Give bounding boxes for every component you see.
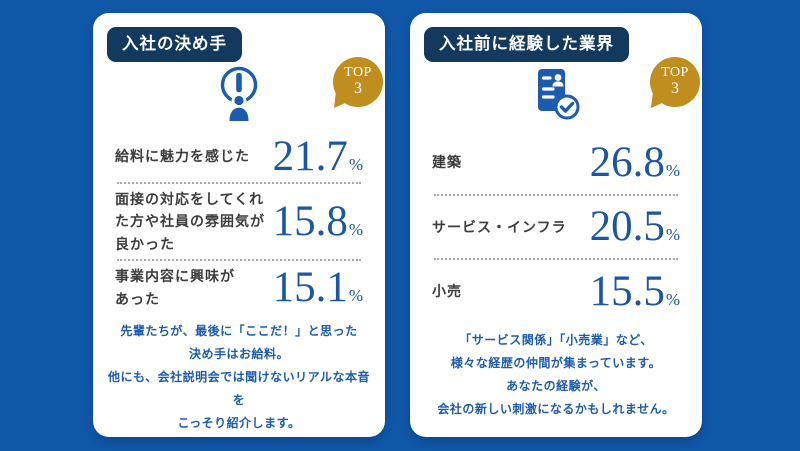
percent-sign: % (348, 286, 363, 306)
stat-rows: 給料に魅力を感じた 21.7% 面接の対応をしてくれ た方や社員の雰囲気が 良か… (93, 129, 385, 314)
stat-value: 15.1% (272, 264, 363, 312)
card-prior-industries: 入社前に経験した業界 TOP 3 建築 26.8% サービス・インフラ (410, 13, 702, 437)
stat-row: 小売 15.5% (432, 260, 680, 323)
stat-row: 面接の対応をしてくれ た方や社員の雰囲気が 良かった 15.8% (115, 184, 363, 259)
percent-sign: % (665, 225, 680, 245)
stat-row: サービス・インフラ 20.5% (432, 196, 680, 259)
stat-value: 26.8% (589, 138, 680, 186)
stat-label: 給料に魅力を感じた (115, 148, 250, 165)
stat-label: 小売 (432, 283, 462, 300)
footer-line: あなたの経験が、 (506, 378, 606, 393)
dotted-separator (434, 193, 678, 196)
stat-label: サービス・インフラ (432, 218, 567, 235)
stat-value: 15.5% (589, 268, 680, 316)
stat-label: 面接の対応をしてくれ た方や社員の雰囲気が 良かった (115, 191, 265, 252)
badge-top-label: TOP (344, 65, 372, 81)
stat-value: 15.8% (272, 198, 363, 246)
badge-rank-label: 3 (671, 79, 679, 97)
dotted-separator (117, 182, 361, 184)
stat-label: 建築 (432, 154, 462, 171)
badge-rank-label: 3 (354, 79, 362, 97)
footer-line: 決め手はお給料。 (188, 346, 289, 361)
footer-line: 「サービス関係」「小売業」など、 (459, 332, 653, 347)
percent-sign: % (348, 155, 363, 174)
percent-sign: % (665, 290, 680, 310)
card-footer-note: 先輩たちが、最後に「ここだ！」と思った 決め手はお給料。 他にも、会社説明会では… (93, 314, 385, 451)
percent-sign: % (665, 160, 680, 180)
stat-value: 20.5% (589, 203, 680, 251)
footer-line: 様々な経歴の仲間が集まっています。 (450, 355, 662, 370)
footer-line: 他にも、会社説明会では聞けないリアルな本音を (107, 370, 371, 408)
stat-row: 給料に魅力を感じた 21.7% (115, 131, 363, 182)
footer-line: こっそり紹介します。 (177, 416, 301, 431)
percent-sign: % (348, 220, 363, 240)
top3-badge: TOP 3 (650, 57, 700, 107)
card-icon-area (93, 65, 385, 129)
stat-row: 事業内容に興味が あった 15.1% (115, 261, 363, 314)
footer-line: 先輩たちが、最後に「ここだ！」と思った (120, 323, 358, 338)
dotted-separator (117, 259, 361, 262)
card-icon-area (410, 65, 702, 129)
card-title: 入社前に経験した業界 (424, 27, 629, 62)
footer-line: 会社の新しい刺激になるかもしれません。 (437, 401, 675, 416)
top3-badge: TOP 3 (333, 57, 383, 107)
card-title: 入社の決め手 (107, 27, 242, 62)
resume-check-icon (525, 63, 587, 132)
card-footer-note: 「サービス関係」「小売業」など、 様々な経歴の仲間が集まっています。 あなたの経… (410, 323, 702, 437)
dotted-separator (434, 258, 678, 261)
stat-rows: 建築 26.8% サービス・インフラ 20.5% 小売 15.5% (410, 129, 702, 323)
stat-value: 21.7% (272, 133, 363, 180)
stat-row: 建築 26.8% (432, 131, 680, 194)
card-joining-decision: 入社の決め手 TOP 3 給料に魅力を感じた 21.7% 面接の対応をしてくれ … (93, 13, 385, 437)
stat-label: 事業内容に興味が あった (115, 268, 235, 307)
badge-top-label: TOP (661, 65, 689, 81)
announcement-person-icon (209, 63, 269, 132)
